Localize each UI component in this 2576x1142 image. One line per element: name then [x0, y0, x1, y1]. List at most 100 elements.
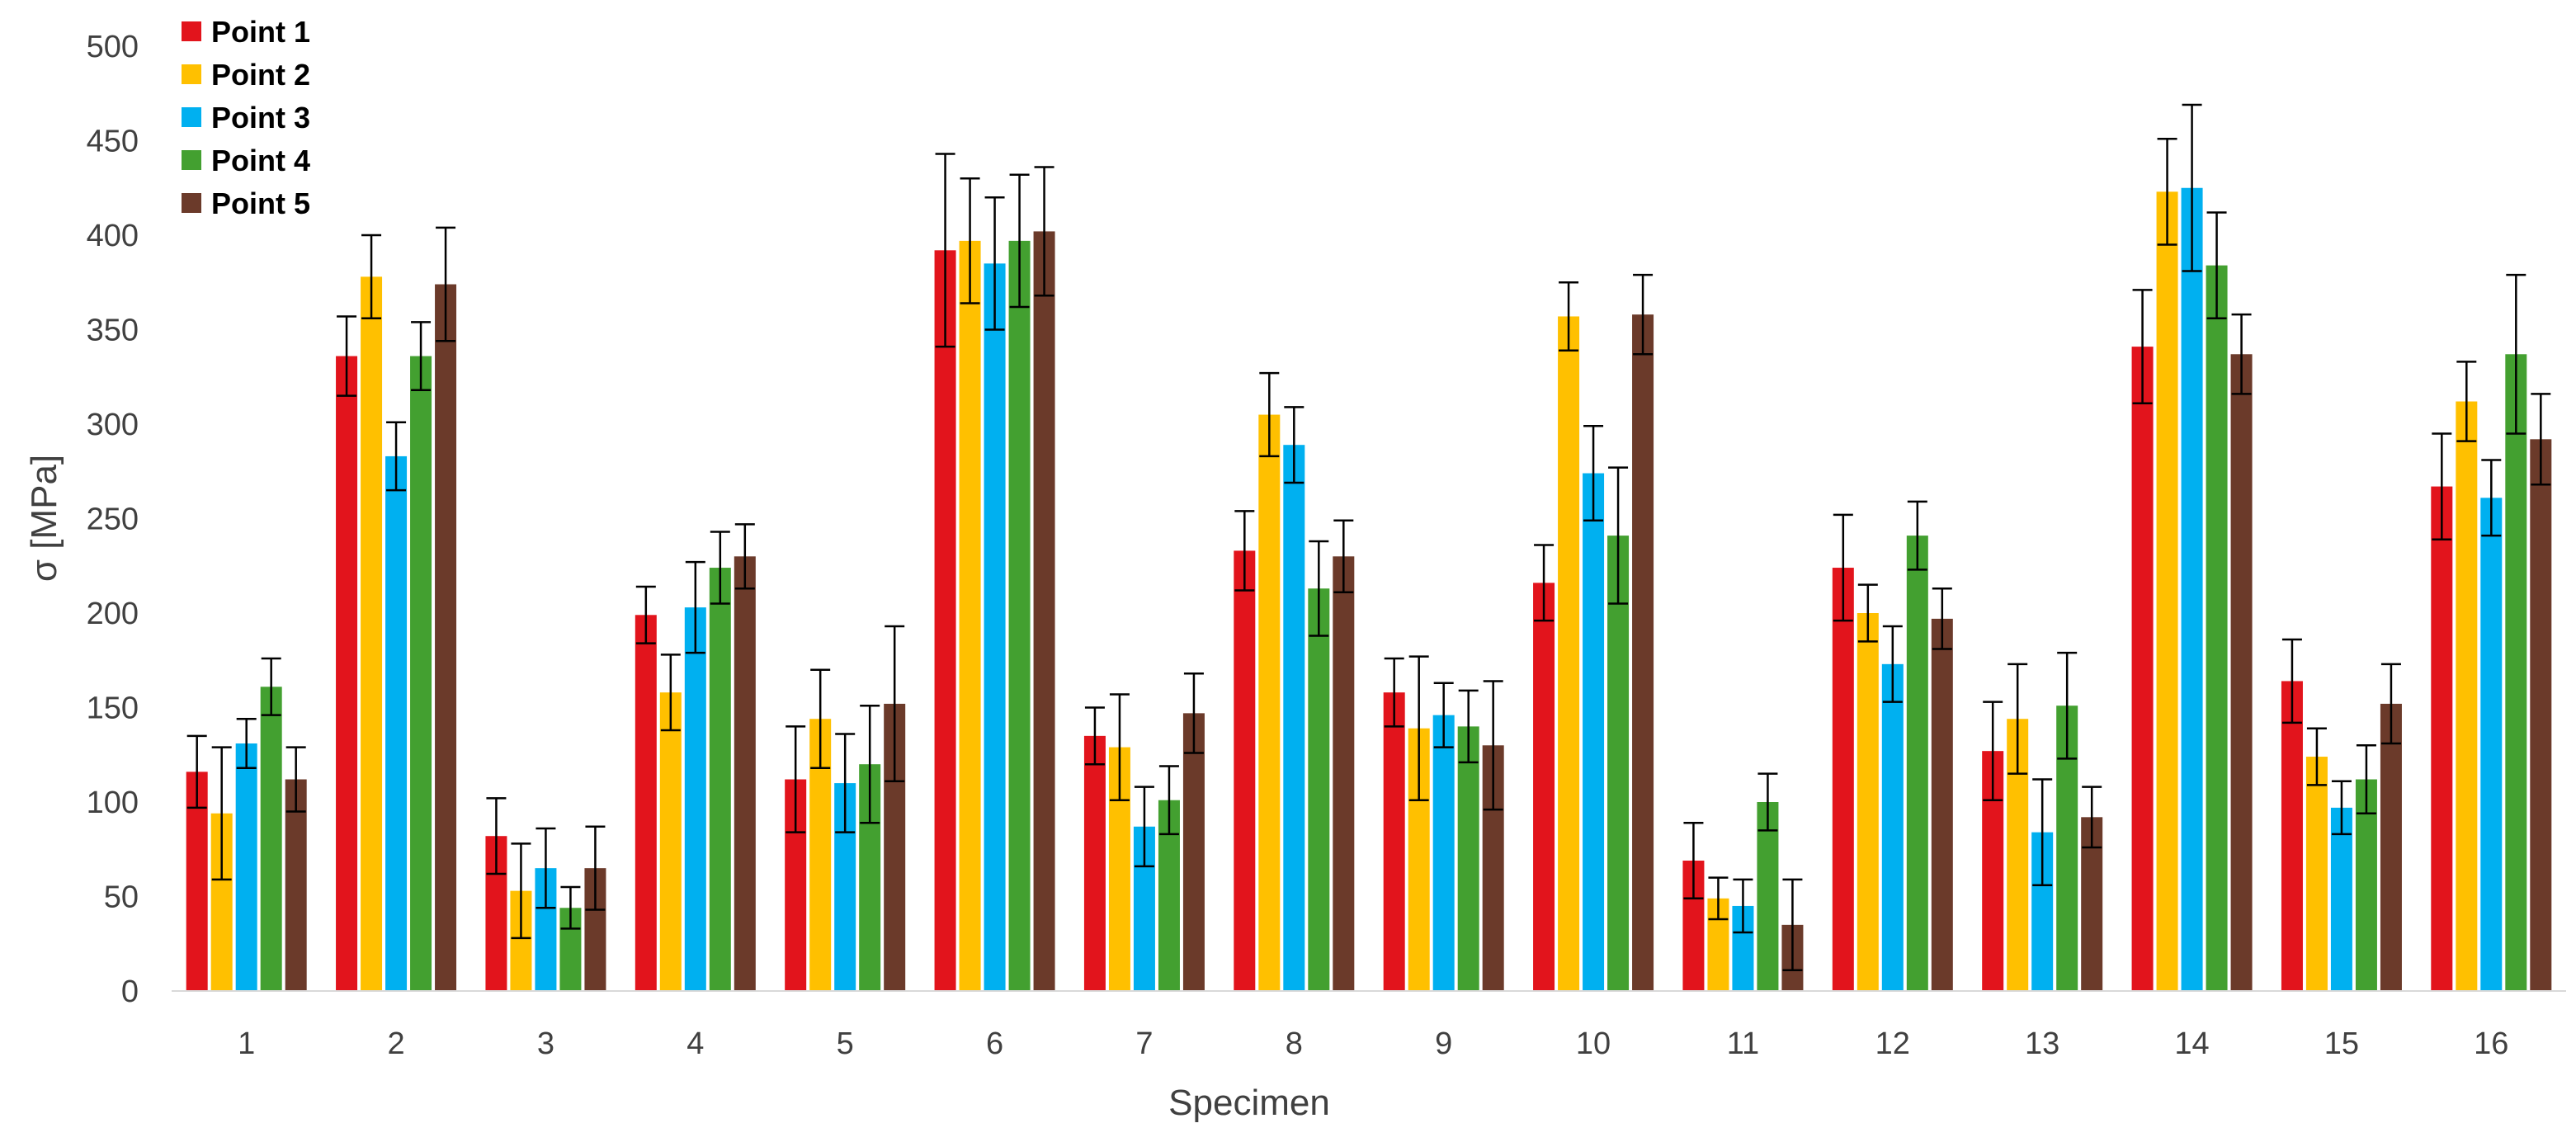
- legend-item: Point 3: [182, 101, 310, 134]
- bar-point5-specimen-10: [1632, 314, 1654, 991]
- legend-label: Point 2: [211, 58, 310, 92]
- x-tick-label: 8: [1286, 1026, 1303, 1061]
- bar-point4-specimen-16: [2505, 354, 2527, 991]
- bar-point1-specimen-16: [2431, 486, 2453, 991]
- bar-point1-specimen-7: [1083, 735, 1106, 991]
- error-bar-point2-specimen-2: [361, 234, 382, 320]
- error-bar-point1-specimen-12: [1833, 513, 1853, 622]
- error-bar-point2-specimen-10: [1559, 281, 1579, 352]
- bar-point1-specimen-12: [1832, 568, 1854, 991]
- y-tick-label: 400: [87, 219, 139, 253]
- error-bar-point5-specimen-12: [1932, 587, 1952, 650]
- error-bar-point1-specimen-14: [2132, 289, 2153, 405]
- error-bar-point5-specimen-2: [436, 226, 456, 342]
- error-bar-point2-specimen-12: [1857, 583, 1878, 643]
- bar-group-specimen-8: [1234, 371, 1355, 991]
- error-bar-point5-specimen-3: [585, 825, 606, 911]
- legend-swatch: [182, 193, 201, 213]
- bar-point2-specimen-8: [1258, 414, 1281, 991]
- error-bar-point4-specimen-12: [1907, 500, 1927, 571]
- error-bar-point4-specimen-15: [2356, 744, 2376, 814]
- bar-point5-specimen-8: [1333, 556, 1355, 991]
- legend-item: Point 5: [182, 186, 310, 220]
- x-tick-label: 12: [1875, 1026, 1910, 1061]
- error-bar-point4-specimen-1: [261, 657, 281, 716]
- bar-point5-specimen-16: [2530, 439, 2552, 991]
- error-bar-point4-specimen-9: [1458, 689, 1479, 764]
- error-bar-point2-specimen-1: [211, 746, 232, 881]
- legend: Point 1 Point 2 Point 3 Point 4 Point 5: [182, 15, 310, 220]
- error-bar-point2-specimen-15: [2306, 727, 2327, 786]
- bar-point2-specimen-4: [659, 692, 682, 991]
- legend-swatch: [182, 21, 201, 41]
- error-bar-point2-specimen-16: [2456, 361, 2477, 442]
- bar-point3-specimen-2: [385, 455, 408, 991]
- bar-point5-specimen-6: [1033, 231, 1055, 991]
- error-bar-point1-specimen-8: [1234, 510, 1255, 592]
- error-bar-point1-specimen-9: [1384, 657, 1404, 728]
- bar-point2-specimen-16: [2456, 401, 2478, 991]
- y-tick-label: 100: [87, 786, 139, 820]
- bar-point5-specimen-12: [1931, 618, 1953, 991]
- error-bar-point4-specimen-14: [2206, 211, 2227, 320]
- error-bar-point4-specimen-5: [860, 704, 880, 824]
- bar-point1-specimen-9: [1383, 692, 1405, 991]
- bar-group-specimen-16: [2431, 273, 2552, 991]
- x-tick-label: 1: [238, 1026, 255, 1061]
- error-bar-point5-specimen-14: [2231, 313, 2252, 395]
- y-axis-title: σ [MPa]: [24, 455, 64, 582]
- y-tick-label: 0: [121, 974, 139, 1009]
- error-bar-point2-specimen-7: [1109, 693, 1130, 801]
- error-bar-point5-specimen-15: [2380, 663, 2401, 745]
- error-bar-point3-specimen-12: [1882, 625, 1903, 703]
- error-bar-point3-specimen-16: [2481, 459, 2502, 537]
- y-tick-label: 300: [87, 408, 139, 442]
- bar-point5-specimen-7: [1182, 713, 1205, 991]
- bar-point2-specimen-12: [1857, 613, 1879, 991]
- bar-group-specimen-1: [186, 657, 307, 991]
- legend-swatch: [182, 64, 201, 84]
- x-tick-label: 9: [1435, 1026, 1452, 1061]
- error-bar-point1-specimen-6: [935, 153, 955, 348]
- error-bar-point1-specimen-13: [1983, 701, 2003, 801]
- error-bar-point1-specimen-5: [786, 725, 806, 833]
- x-tick-label: 7: [1135, 1026, 1153, 1061]
- legend-item: Point 4: [182, 144, 310, 177]
- error-bar-point5-specimen-4: [734, 523, 755, 590]
- error-bar-point2-specimen-8: [1259, 371, 1280, 458]
- legend-swatch: [182, 107, 201, 127]
- bar-point3-specimen-1: [235, 743, 257, 991]
- bar-point4-specimen-12: [1906, 536, 1928, 991]
- error-bar-point5-specimen-10: [1633, 273, 1654, 356]
- bar-group-specimen-11: [1682, 772, 1804, 991]
- legend-label: Point 1: [211, 15, 310, 49]
- bar-group-specimen-6: [934, 153, 1055, 992]
- bar-point2-specimen-14: [2156, 191, 2178, 991]
- bar-point3-specimen-8: [1283, 445, 1305, 991]
- x-tick-label: 2: [387, 1026, 404, 1061]
- error-bar-point5-specimen-9: [1483, 680, 1503, 811]
- error-bar-point2-specimen-9: [1408, 655, 1429, 801]
- bar-point2-specimen-15: [2305, 757, 2328, 991]
- error-bar-point4-specimen-2: [411, 321, 432, 392]
- error-bar-point3-specimen-1: [236, 717, 257, 770]
- y-tick-label: 150: [87, 691, 139, 726]
- bar-point5-specimen-1: [285, 779, 307, 991]
- x-tick-label: 6: [986, 1026, 1003, 1061]
- bar-group-specimen-13: [1982, 651, 2103, 991]
- error-bar-point1-specimen-11: [1683, 821, 1704, 900]
- error-bar-point5-specimen-7: [1183, 672, 1204, 754]
- error-bar-point4-specimen-16: [2506, 273, 2526, 435]
- y-tick-label: 200: [87, 597, 139, 631]
- error-bar-point4-specimen-7: [1158, 765, 1179, 836]
- legend-label: Point 5: [211, 186, 310, 220]
- bar-point3-specimen-16: [2480, 498, 2503, 991]
- y-tick-label: 50: [104, 880, 139, 915]
- legend-item: Point 1: [182, 15, 310, 49]
- error-bar-point3-specimen-8: [1284, 406, 1305, 484]
- bar-point4-specimen-6: [1008, 240, 1031, 991]
- bar-point5-specimen-2: [435, 284, 457, 991]
- legend-swatch: [182, 150, 201, 170]
- bar-point3-specimen-9: [1432, 715, 1455, 991]
- bar-group-specimen-2: [336, 226, 457, 991]
